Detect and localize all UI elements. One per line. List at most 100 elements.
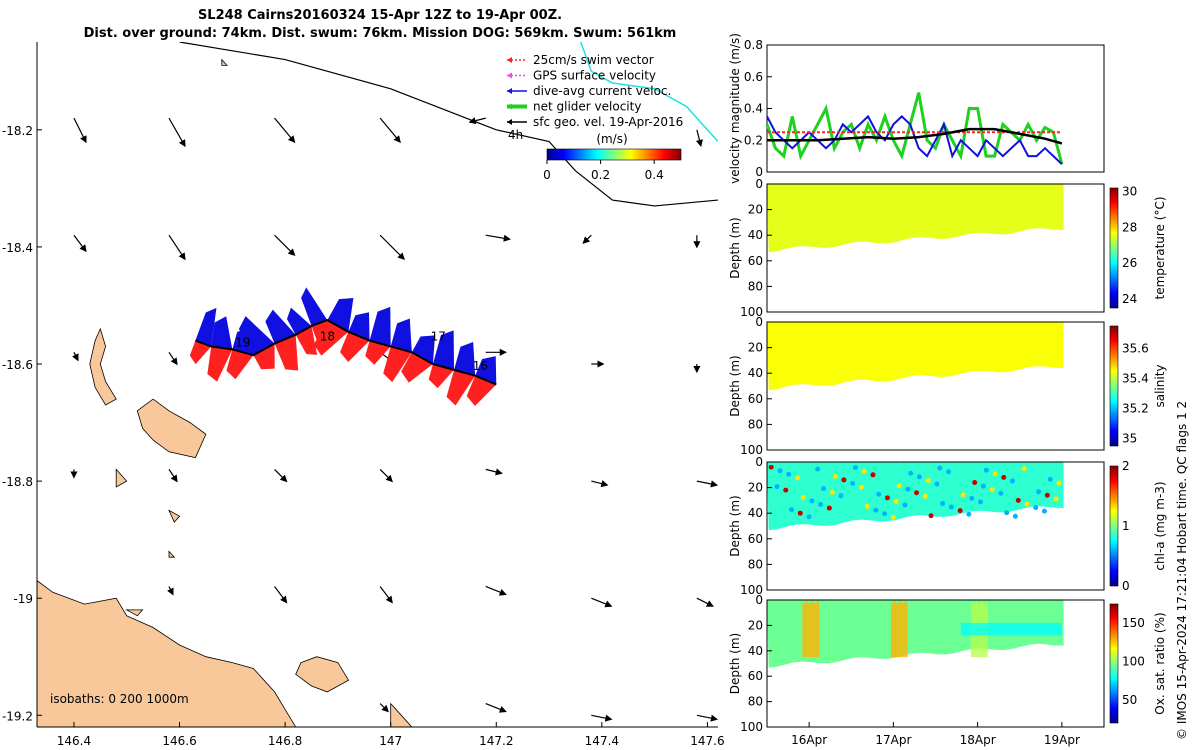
current-arrow <box>485 468 503 476</box>
dive-current-swath <box>390 318 412 353</box>
heatmap-swath <box>767 184 1064 253</box>
panel-y-tick-label: 20 <box>748 481 763 495</box>
chl-sample-dot <box>925 477 931 483</box>
heatmap-chl-a <box>767 461 1064 531</box>
panel-y-tick-label: 100 <box>740 583 763 597</box>
swim-vector-swath <box>253 343 275 370</box>
oxygen-high-band <box>890 600 908 658</box>
current-arrow <box>696 480 718 488</box>
current-arrow <box>274 117 296 144</box>
panel-y-tick-label: 20 <box>748 618 763 632</box>
chl-sample-dot <box>1056 480 1062 486</box>
chl-sample-dot <box>870 472 876 478</box>
map-y-tick-label: -19 <box>13 592 33 606</box>
current-arrow <box>591 714 613 722</box>
time-x-tick-label: 17Apr <box>875 733 911 747</box>
current-arrow <box>591 597 613 608</box>
heatmap-swath <box>767 462 1064 531</box>
panel-colorbar-label: Ox. sat. ratio (%) <box>1153 612 1167 714</box>
chl-sample-dot <box>989 487 995 493</box>
colorbar-label: (m/s) <box>596 132 627 146</box>
panel-y-tick-label: 0.4 <box>744 102 763 116</box>
legend-swatch-head <box>507 72 512 79</box>
panel-y-axis-label: velocity magnitude (m/s) <box>728 33 742 184</box>
chl-sample-dot <box>908 470 914 476</box>
legend-swatch-head <box>507 103 512 110</box>
chl-sample-dot <box>916 474 922 480</box>
chl-sample-dot <box>902 502 908 508</box>
panel-colorbar-tick-label: 150 <box>1122 616 1145 630</box>
panel-colorbar-tick-label: 28 <box>1122 220 1137 234</box>
velocity-panel-frame <box>766 44 1105 173</box>
oxygen-high-band <box>802 600 820 658</box>
current-arrow <box>73 117 87 144</box>
chl-sample-dot <box>794 475 800 481</box>
current-arrow <box>696 714 718 722</box>
swim-vector-swath <box>428 364 455 389</box>
legend-label: net glider velocity <box>533 100 641 114</box>
reef-boundary-line <box>179 42 718 207</box>
legend-swatch-head <box>507 119 512 125</box>
chl-sample-dot <box>1021 466 1027 472</box>
mainland-shape <box>37 580 297 727</box>
legend-label: 25cm/s swim vector <box>533 53 654 67</box>
dive-current-swath <box>454 341 476 376</box>
chl-sample-dot <box>922 493 928 499</box>
islet-shape <box>115 468 128 488</box>
swim-vector-swath <box>340 331 370 363</box>
colorbar-tick-label: 0.4 <box>645 168 664 182</box>
day-label: 17 <box>431 330 446 344</box>
chl-sample-dot <box>946 469 952 475</box>
chl-sample-dot <box>972 479 978 485</box>
chl-sample-dot <box>841 477 847 483</box>
panel-y-axis-label: Depth (m) <box>728 355 742 416</box>
panel-y-tick-label: 80 <box>748 279 763 293</box>
islet-shape <box>125 609 144 617</box>
chl-sample-dot <box>829 489 835 495</box>
panel-colorbar <box>1109 187 1119 309</box>
legend-label: sfc geo. vel. 19-Apr-2016 <box>533 115 683 129</box>
swim-vector-swath <box>189 340 212 365</box>
current-arrow <box>168 469 178 483</box>
chl-sample-dot <box>1044 492 1050 498</box>
chl-sample-dot <box>873 507 879 513</box>
chl-sample-dot <box>977 499 983 505</box>
swim-vector-swath <box>446 369 476 406</box>
panel-y-tick-label: 40 <box>748 644 763 658</box>
legend-label: GPS surface velocity <box>533 69 656 83</box>
map-x-tick-label: 147 <box>379 734 402 748</box>
current-arrow <box>274 468 288 483</box>
panel-colorbar <box>1109 325 1119 447</box>
velocity-series-line <box>767 127 1063 145</box>
panel-y-tick-label: 40 <box>748 228 763 242</box>
current-arrow <box>485 234 511 242</box>
day-label: 19 <box>235 335 250 349</box>
chl-sample-dot <box>1041 508 1047 514</box>
current-arrow <box>379 468 393 483</box>
chl-sample-dot <box>1001 474 1007 480</box>
chl-sample-dot <box>1024 501 1030 507</box>
current-arrow <box>168 234 186 261</box>
current-arrow <box>167 586 174 596</box>
current-arrow <box>73 234 87 253</box>
cape-shape <box>390 702 413 727</box>
chl-sample-dot <box>821 486 827 492</box>
chl-sample-dot <box>850 481 856 487</box>
map-x-tick-label: 147.4 <box>585 734 619 748</box>
chl-sample-dot <box>966 511 972 517</box>
chl-sample-dot <box>774 484 780 490</box>
map-x-tick-label: 147.2 <box>479 734 513 748</box>
chl-sample-dot <box>992 471 998 477</box>
panel-y-tick-label: 80 <box>748 557 763 571</box>
chl-sample-dot <box>1009 478 1015 484</box>
chl-sample-dot <box>905 486 911 492</box>
current-arrow <box>379 586 393 604</box>
panel-colorbar-label: temperature (°C) <box>1153 197 1167 300</box>
map-y-tick-label: -18.2 <box>2 124 33 138</box>
chl-sample-dot <box>853 465 859 471</box>
islet-shape <box>168 550 176 558</box>
heatmap-frame-temperature <box>766 183 1105 313</box>
current-arrow <box>582 234 592 245</box>
